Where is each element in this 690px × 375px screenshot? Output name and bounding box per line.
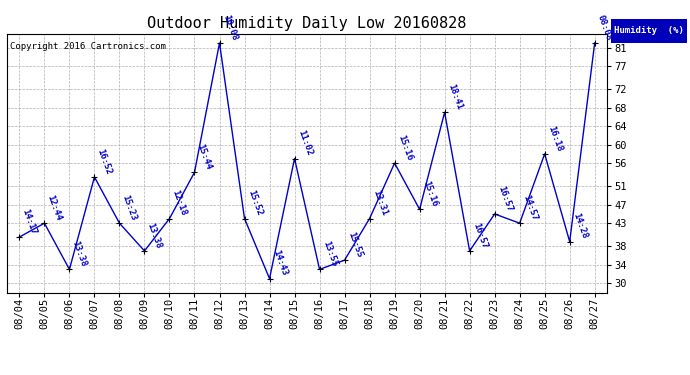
Text: 15:16: 15:16: [421, 180, 439, 208]
Text: 13:31: 13:31: [371, 189, 388, 217]
Text: Copyright 2016 Cartronics.com: Copyright 2016 Cartronics.com: [10, 42, 166, 51]
Text: 14:57: 14:57: [521, 194, 539, 222]
Text: 10:08: 10:08: [221, 13, 239, 42]
Text: 15:55: 15:55: [346, 231, 364, 259]
Text: 16:57: 16:57: [471, 221, 489, 249]
Text: 13:55: 13:55: [321, 240, 339, 268]
Text: 18:41: 18:41: [446, 82, 464, 111]
Text: 15:23: 15:23: [121, 194, 139, 222]
Text: 13:38: 13:38: [146, 221, 164, 249]
Text: 14:28: 14:28: [571, 212, 589, 240]
Text: 12:44: 12:44: [46, 194, 63, 222]
Text: 13:38: 13:38: [70, 240, 88, 268]
Text: 14:17: 14:17: [21, 207, 39, 236]
Text: 08:08: 08:08: [596, 13, 613, 42]
Title: Outdoor Humidity Daily Low 20160828: Outdoor Humidity Daily Low 20160828: [148, 16, 466, 31]
Text: 16:18: 16:18: [546, 124, 564, 153]
Text: 16:52: 16:52: [96, 147, 113, 176]
Text: 15:52: 15:52: [246, 189, 264, 217]
Text: 16:57: 16:57: [496, 184, 513, 213]
Text: Humidity  (%): Humidity (%): [613, 26, 684, 36]
Text: 15:44: 15:44: [196, 142, 213, 171]
Text: 11:02: 11:02: [296, 129, 313, 157]
Text: 14:43: 14:43: [270, 249, 288, 277]
Text: 12:18: 12:18: [170, 189, 188, 217]
Text: 15:16: 15:16: [396, 134, 413, 162]
